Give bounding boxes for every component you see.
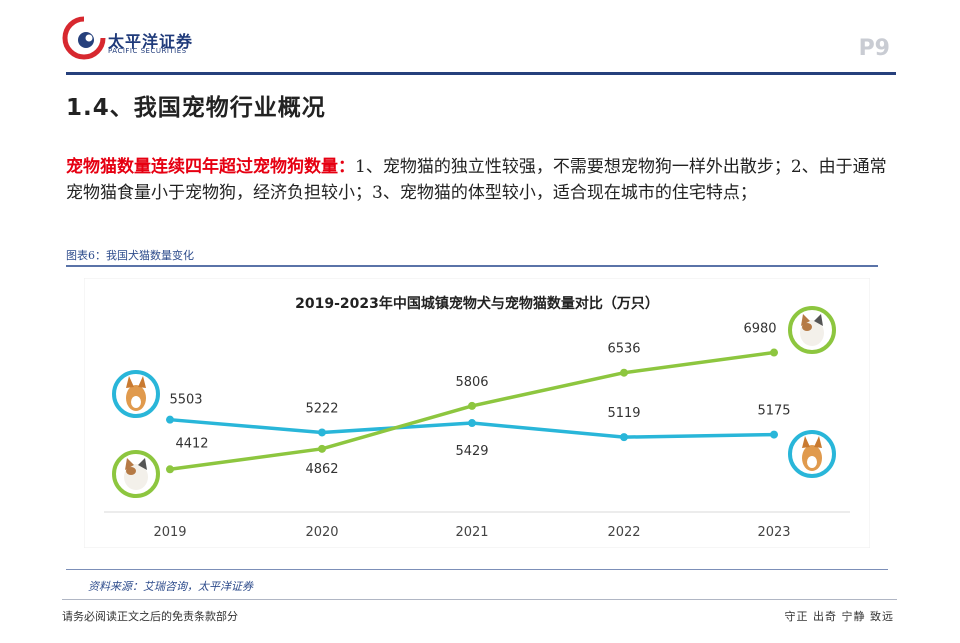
cat-data-label: 6980 [743, 322, 776, 337]
x-tick-label: 2023 [757, 525, 790, 540]
x-tick-label: 2020 [305, 525, 338, 540]
cat-ear-icon [814, 314, 823, 326]
x-tick-label: 2021 [455, 525, 488, 540]
cat-data-label: 5806 [455, 375, 488, 390]
cat-ear-icon [801, 314, 810, 326]
dog-muzzle-icon [131, 396, 141, 408]
cat-data-label: 4862 [305, 462, 338, 477]
paragraph-highlight: 宠物猫数量连续四年超过宠物狗数量： [66, 157, 355, 177]
footer-motto: 守正 出奇 宁静 致远 [784, 610, 894, 623]
cat-patch-icon [802, 323, 812, 331]
cat-data-point [166, 465, 174, 474]
header-divider [66, 72, 896, 75]
cat-data-point [620, 368, 628, 377]
dog-data-point [770, 430, 778, 439]
x-tick-label: 2019 [153, 525, 186, 540]
section-title: 1.4、我国宠物行业概况 [66, 95, 326, 121]
line-chart: 2019-2023年中国城镇宠物犬与宠物猫数量对比（万只） 2019 2020 20… [84, 278, 870, 548]
dog-data-label: 5175 [757, 404, 790, 419]
figure-label: 图表6：我国犬猫数量变化 [66, 249, 194, 262]
paragraph-body: 1、宠物猫的独立性较强，不需要想宠物狗一样外出散步；2、由于通常宠物猫食量小于宠… [66, 157, 887, 203]
figure-divider [66, 265, 878, 267]
source-divider [66, 569, 888, 570]
cat-patch-icon [126, 467, 136, 475]
dog-data-label: 5429 [455, 444, 488, 459]
chart-title: 2019-2023年中国城镇宠物犬与宠物猫数量对比（万只） [295, 295, 659, 312]
footer-disclaimer: 请务必阅读正文之后的免责条款部分 [62, 610, 238, 623]
dog-data-point [318, 428, 326, 437]
logo-icon [62, 15, 106, 60]
dog-data-point [166, 415, 174, 424]
cat-data-label: 6536 [607, 342, 640, 357]
x-tick-label: 2022 [607, 525, 640, 540]
figure-source: 资料来源：艾瑞咨询，太平洋证券 [88, 580, 253, 593]
cat-ear-icon [125, 458, 134, 470]
cat-data-point [468, 401, 476, 410]
dog-data-point [468, 419, 476, 428]
cat-data-point [770, 348, 778, 357]
footer-divider [62, 599, 897, 600]
page-number: P9 [858, 36, 890, 61]
cat-ear-icon [138, 458, 147, 470]
dog-ears-icon [802, 436, 822, 448]
dog-muzzle-icon [807, 456, 817, 468]
cat-data-label: 4412 [175, 436, 208, 451]
dog-ears-icon [126, 376, 146, 388]
logo-name-en: PACIFIC SECURITIES [108, 47, 187, 55]
dog-data-label: 5503 [169, 393, 202, 408]
cat-data-point [318, 444, 326, 453]
logo-name: 太平洋证券 [108, 32, 194, 51]
dog-data-label: 5119 [607, 406, 640, 421]
dog-data-point [620, 433, 628, 442]
body-paragraph: 宠物猫数量连续四年超过宠物狗数量：1、宠物猫的独立性较强，不需要想宠物狗一样外出… [66, 154, 898, 206]
dog-data-label: 5222 [305, 401, 338, 416]
